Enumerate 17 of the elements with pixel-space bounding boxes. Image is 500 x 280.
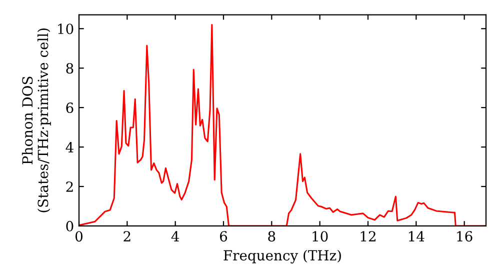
y-tick-label: 0 xyxy=(66,220,74,232)
x-tick-label: 0 xyxy=(75,231,82,242)
x-axis-title: Frequency (THz) xyxy=(224,250,341,264)
x-tick-label: 16 xyxy=(457,231,472,242)
x-tick-label: 2 xyxy=(124,231,130,242)
y-tick-label: 6 xyxy=(66,102,74,114)
y-tick-label: 4 xyxy=(66,142,74,152)
x-tick-label: 4 xyxy=(171,231,180,242)
x-tick-label: 12 xyxy=(360,231,376,242)
y-tick-label: 10 xyxy=(58,24,74,34)
y-tick-label: 8 xyxy=(66,63,74,74)
x-tick-label: 6 xyxy=(220,231,228,242)
x-tick-label: 10 xyxy=(312,231,328,242)
x-tick-label: 14 xyxy=(409,231,424,242)
y-axis-title: Phonon DOS (States/THz·primitive cell) xyxy=(22,28,51,212)
y-tick-label: 2 xyxy=(66,181,73,192)
x-tick-label: 8 xyxy=(268,231,276,242)
